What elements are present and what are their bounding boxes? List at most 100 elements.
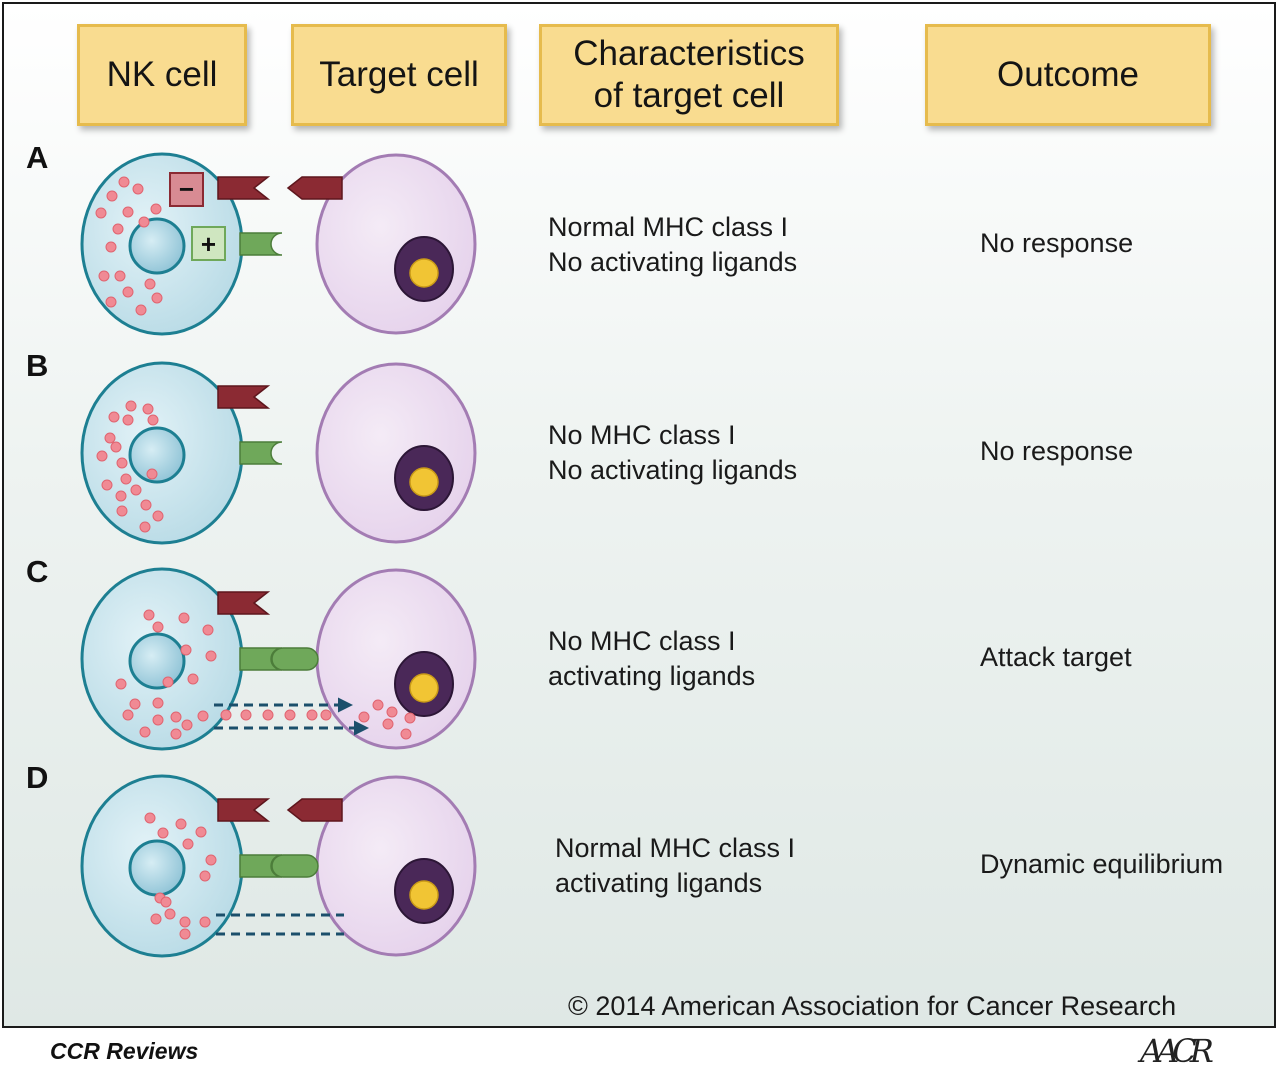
granule: [152, 697, 164, 709]
characteristics-row-d-line2: activating ligands: [555, 868, 763, 898]
released-granule: [386, 706, 398, 718]
header-characteristics: Characteristics of target cell: [539, 24, 839, 126]
granule: [162, 676, 174, 688]
mhc-class-i-ligand-d: [286, 798, 343, 822]
row-label-d: D: [26, 760, 49, 795]
characteristics-row-a: Normal MHC class I No activating ligands: [548, 210, 797, 280]
granule: [146, 468, 158, 480]
released-granule: [306, 709, 318, 721]
granule: [150, 913, 162, 925]
granule: [142, 403, 154, 415]
released-granule: [262, 709, 274, 721]
granule: [120, 473, 132, 485]
characteristics-row-c-line1: No MHC class I: [548, 626, 736, 656]
outcome-row-a: No response: [980, 228, 1134, 258]
granule: [138, 216, 150, 228]
activating-signal-box: [191, 226, 226, 261]
outcome-row-d: Dynamic equilibrium: [980, 849, 1224, 879]
target-nucleolus-c: [409, 673, 439, 703]
granule: [132, 183, 144, 195]
characteristics-row-d: Normal MHC class I activating ligands: [555, 831, 795, 901]
target-cell-c: [315, 568, 477, 750]
granule: [96, 450, 108, 462]
granule: [144, 812, 156, 824]
granule: [118, 176, 130, 188]
granule: [182, 838, 194, 850]
nk-nucleus-c: [128, 632, 186, 690]
granule: [95, 207, 107, 219]
mhc-class-i-ligand-a: [286, 176, 343, 200]
granule: [122, 709, 134, 721]
released-granule: [284, 709, 296, 721]
target-nucleolus-d: [409, 880, 439, 910]
header-target-cell-label: Target cell: [319, 55, 479, 94]
aacr-logo: AACR: [1140, 1032, 1214, 1070]
row-b-group: [80, 361, 477, 545]
header-nk-cell: NK cell: [77, 24, 247, 126]
granule: [129, 698, 141, 710]
granule: [130, 484, 142, 496]
granule: [202, 624, 214, 636]
released-granule: [404, 712, 416, 724]
characteristics-row-c: No MHC class I activating ligands: [548, 624, 755, 694]
characteristics-row-a-line2: No activating ligands: [548, 247, 798, 277]
inhibitory-receptor-b: [217, 385, 271, 409]
granule: [179, 928, 191, 940]
header-outcome-label: Outcome: [997, 55, 1139, 94]
granule: [125, 400, 137, 412]
granule: [179, 916, 191, 928]
granule: [112, 223, 124, 235]
characteristics-row-b-line2: No activating ligands: [548, 455, 798, 485]
header-characteristics-line1: Characteristics: [573, 34, 805, 73]
footer-bar: [0, 1030, 1280, 1075]
characteristics-row-c-line2: activating ligands: [548, 661, 756, 691]
granule: [110, 441, 122, 453]
inhibitory-receptor-d: [217, 798, 271, 822]
outcome-row-b: No response: [980, 436, 1134, 466]
granule: [135, 304, 147, 316]
granule: [197, 710, 209, 722]
granule: [152, 621, 164, 633]
header-target-cell: Target cell: [291, 24, 507, 126]
copyright-notice: © 2014 American Association for Cancer R…: [568, 991, 1177, 1021]
granule: [104, 432, 116, 444]
characteristics-row-b-line1: No MHC class I: [548, 420, 736, 450]
granule: [157, 827, 169, 839]
granule: [106, 190, 118, 202]
granule: [187, 673, 199, 685]
outcome-row-c: Attack target: [980, 642, 1132, 672]
released-granule: [372, 699, 384, 711]
activating-receptor-a: [239, 232, 283, 256]
granule: [139, 521, 151, 533]
granule: [160, 896, 172, 908]
target-nucleolus-b: [409, 467, 439, 497]
granule: [151, 292, 163, 304]
released-granule: [358, 711, 370, 723]
released-granule: [220, 709, 232, 721]
activating-receptor-b: [239, 441, 283, 465]
granule: [114, 270, 126, 282]
granule: [147, 414, 159, 426]
granule: [122, 206, 134, 218]
header-characteristics-line2: of target cell: [593, 76, 785, 115]
inhibitory-receptor-a: [217, 176, 271, 200]
inhibitory-signal-symbol: −: [179, 174, 194, 204]
characteristics-row-a-line1: Normal MHC class I: [548, 212, 789, 242]
granule: [199, 916, 211, 928]
inhibitory-signal-box: [169, 172, 204, 207]
granule: [122, 286, 134, 298]
cell-interaction-diagram: −+: [80, 152, 477, 958]
granule: [170, 711, 182, 723]
characteristics-row-d-line1: Normal MHC class I: [555, 833, 796, 863]
inhibitory-receptor-c: [217, 591, 271, 615]
granule: [116, 505, 128, 517]
granule: [178, 612, 190, 624]
granule: [116, 457, 128, 469]
granule: [195, 826, 207, 838]
activating-ligand-d: [271, 854, 319, 878]
granule: [143, 609, 155, 621]
activating-ligand-c: [271, 647, 319, 671]
granule: [140, 499, 152, 511]
granule: [152, 714, 164, 726]
